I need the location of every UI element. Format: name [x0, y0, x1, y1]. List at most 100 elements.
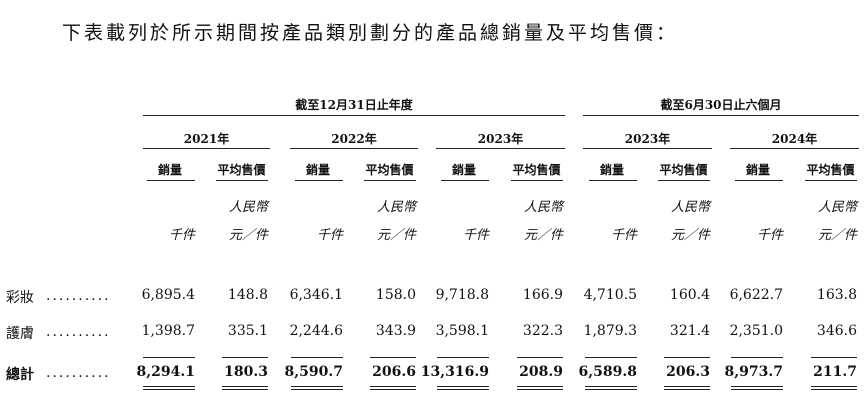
- table-cell: 163.8: [816, 287, 857, 303]
- intro-text: 下表載列於所示期間按產品類別劃分的產品總銷量及平均售價：: [62, 22, 679, 44]
- row-label: 護膚: [6, 326, 34, 342]
- col-header-volume: 銷量: [745, 163, 770, 177]
- col-header-price: 平均售價: [365, 163, 414, 177]
- table-cell: 4,710.5: [583, 287, 637, 303]
- table-cell: 158.0: [375, 287, 416, 303]
- period-header-year: 截至12月31日止年度: [295, 98, 413, 112]
- unit-price-per-piece: 元／件: [228, 228, 268, 243]
- year-rule: [436, 148, 565, 149]
- total-cell: 8,590.7: [284, 364, 343, 380]
- table-cell: 2,244.6: [289, 323, 343, 339]
- row-leader-dots: ..........: [46, 288, 111, 304]
- col-rule-price: [216, 180, 268, 181]
- table-cell: 322.3: [522, 323, 563, 339]
- table-cell: 160.4: [669, 287, 710, 303]
- unit-volume: 千件: [316, 228, 343, 243]
- table-cell: 166.9: [522, 287, 563, 303]
- total-top-rule: [143, 357, 195, 358]
- total-bottom-rule-double: [437, 389, 489, 390]
- unit-volume: 千件: [610, 228, 637, 243]
- total-top-rule: [811, 357, 857, 358]
- table-cell: 321.4: [669, 323, 710, 339]
- total-top-rule: [517, 357, 563, 358]
- unit-price-per-piece: 元／件: [523, 228, 563, 243]
- total-bottom-rule-double: [222, 389, 268, 390]
- total-bottom-rule: [664, 386, 710, 387]
- row-label: 彩妝: [6, 290, 34, 306]
- total-bottom-rule-double: [664, 389, 710, 390]
- row-leader-dots: ..........: [46, 324, 111, 340]
- table-cell: 343.9: [375, 323, 416, 339]
- unit-price-currency: 人民幣: [523, 200, 563, 215]
- total-bottom-rule: [291, 386, 343, 387]
- total-top-rule: [585, 357, 637, 358]
- unit-price-per-piece: 元／件: [817, 228, 857, 243]
- total-bottom-rule-double: [517, 389, 563, 390]
- table-cell: 335.1: [227, 323, 268, 339]
- table-cell: 6,622.7: [729, 287, 783, 303]
- col-header-volume: 銷量: [305, 163, 330, 177]
- total-top-rule: [731, 357, 783, 358]
- unit-price-per-piece: 元／件: [670, 228, 710, 243]
- unit-price-currency: 人民幣: [228, 200, 268, 215]
- total-cell: 8,294.1: [136, 364, 195, 380]
- total-cell: 8,973.7: [724, 364, 783, 380]
- col-rule-price: [805, 180, 857, 181]
- total-bottom-rule: [517, 386, 563, 387]
- total-top-rule: [664, 357, 710, 358]
- total-cell: 211.7: [813, 364, 857, 380]
- total-top-rule: [370, 357, 416, 358]
- total-cell: 180.3: [224, 364, 268, 380]
- col-header-volume: 銷量: [451, 163, 476, 177]
- total-cell: 13,316.9: [420, 364, 489, 380]
- col-rule-volume: [735, 180, 783, 181]
- col-rule-volume: [295, 180, 343, 181]
- year-rule: [290, 148, 418, 149]
- period-header-halfyear: 截至6月30日止六個月: [660, 98, 782, 112]
- table-cell: 1,398.7: [141, 323, 195, 339]
- year-header: 2024年: [771, 132, 818, 146]
- total-bottom-rule: [437, 386, 489, 387]
- col-header-price: 平均售價: [659, 163, 708, 177]
- table-cell: 1,879.3: [583, 323, 637, 339]
- total-cell: 206.6: [372, 364, 416, 380]
- col-rule-volume: [589, 180, 637, 181]
- row-label: 總計: [6, 367, 34, 383]
- table-cell: 9,718.8: [435, 287, 489, 303]
- col-header-price: 平均售價: [806, 163, 855, 177]
- total-bottom-rule: [585, 386, 637, 387]
- table-cell: 148.8: [227, 287, 268, 303]
- year-rule: [143, 148, 270, 149]
- year-header: 2023年: [624, 132, 671, 146]
- total-bottom-rule-double: [370, 389, 416, 390]
- table-cell: 6,895.4: [141, 287, 195, 303]
- col-header-volume: 銷量: [157, 163, 182, 177]
- unit-volume: 千件: [756, 228, 783, 243]
- col-header-volume: 銷量: [599, 163, 624, 177]
- year-rule: [730, 148, 859, 149]
- table-cell: 346.6: [816, 323, 857, 339]
- total-bottom-rule: [811, 386, 857, 387]
- col-rule-volume: [147, 180, 195, 181]
- total-bottom-rule-double: [143, 389, 195, 390]
- total-top-rule: [291, 357, 343, 358]
- total-bottom-rule-double: [731, 389, 783, 390]
- year-header: 2022年: [331, 132, 377, 146]
- total-bottom-rule: [731, 386, 783, 387]
- col-rule-price: [364, 180, 416, 181]
- unit-price-currency: 人民幣: [670, 200, 710, 215]
- row-leader-dots: ..........: [46, 365, 111, 381]
- year-header: 2023年: [477, 132, 524, 146]
- total-bottom-rule-double: [811, 389, 857, 390]
- total-cell: 6,589.8: [578, 364, 637, 380]
- total-top-rule: [437, 357, 489, 358]
- unit-price-per-piece: 元／件: [376, 228, 416, 243]
- col-header-price: 平均售價: [217, 163, 266, 177]
- total-bottom-rule-double: [585, 389, 637, 390]
- col-rule-volume: [441, 180, 489, 181]
- period-rule-year: [143, 115, 565, 116]
- year-rule: [583, 148, 712, 149]
- total-bottom-rule-double: [291, 389, 343, 390]
- period-rule-halfyear: [583, 115, 859, 116]
- unit-volume: 千件: [462, 228, 489, 243]
